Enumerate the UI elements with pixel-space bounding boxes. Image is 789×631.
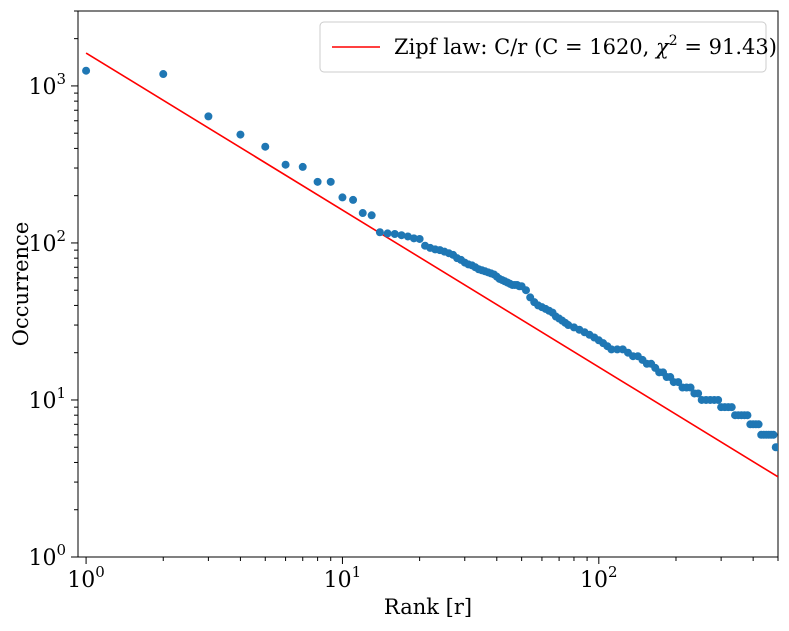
- data-point: [694, 389, 703, 398]
- data-point: [390, 230, 399, 239]
- data-point: [674, 378, 683, 387]
- legend-suffix: = 91.43): [678, 35, 777, 59]
- y-tick-label: 103: [28, 70, 66, 100]
- legend-chi-superscript: 2: [669, 33, 678, 49]
- x-axis-ticks: 100 101 102: [67, 557, 779, 593]
- data-point: [607, 345, 616, 354]
- y-axis-ticks: 100 101 102 103: [28, 10, 78, 571]
- data-point: [281, 160, 290, 169]
- y-tick-label: 100: [28, 541, 66, 571]
- plot-area: [82, 52, 778, 478]
- axes-frame: [77, 10, 779, 558]
- data-point: [743, 411, 752, 420]
- data-point: [358, 209, 367, 218]
- data-point: [349, 195, 358, 204]
- data-point: [338, 193, 347, 202]
- data-point: [769, 430, 778, 439]
- zipf-fit-line: [85, 52, 778, 478]
- legend-chi-symbol: χ: [654, 35, 670, 59]
- x-tick-label: 102: [580, 563, 618, 593]
- legend-box: [319, 21, 767, 73]
- legend-label: Zipf law: C/r (C = 1620, χ2 = 91.43): [394, 33, 777, 59]
- data-point: [383, 229, 392, 238]
- data-point: [686, 383, 695, 392]
- data-point: [754, 420, 763, 429]
- data-point: [397, 231, 406, 240]
- axes-border: [77, 10, 779, 558]
- x-axis-label: Rank [r]: [384, 595, 472, 619]
- data-point: [375, 228, 384, 237]
- data-point: [727, 403, 736, 412]
- data-point: [773, 443, 778, 452]
- data-point: [714, 395, 723, 404]
- data-point: [236, 130, 245, 139]
- data-point: [313, 177, 322, 186]
- y-tick-label: 101: [28, 384, 66, 414]
- data-point: [415, 234, 424, 243]
- x-tick-label: 100: [67, 563, 105, 593]
- y-axis-label: Occurrence: [9, 222, 33, 346]
- data-point: [326, 177, 335, 186]
- data-point: [613, 345, 622, 354]
- data-point: [159, 70, 168, 79]
- data-point: [261, 142, 270, 151]
- legend-prefix: Zipf law: C/r (C = 1620,: [394, 35, 656, 59]
- data-point: [403, 232, 412, 241]
- x-tick-label: 101: [324, 563, 362, 593]
- data-point: [298, 162, 307, 171]
- data-point: [204, 112, 213, 121]
- data-point: [367, 211, 376, 220]
- legend: Zipf law: C/r (C = 1620, χ2 = 91.43): [319, 21, 777, 73]
- data-point: [82, 66, 91, 75]
- data-point: [522, 286, 530, 295]
- y-tick-label: 102: [28, 227, 66, 257]
